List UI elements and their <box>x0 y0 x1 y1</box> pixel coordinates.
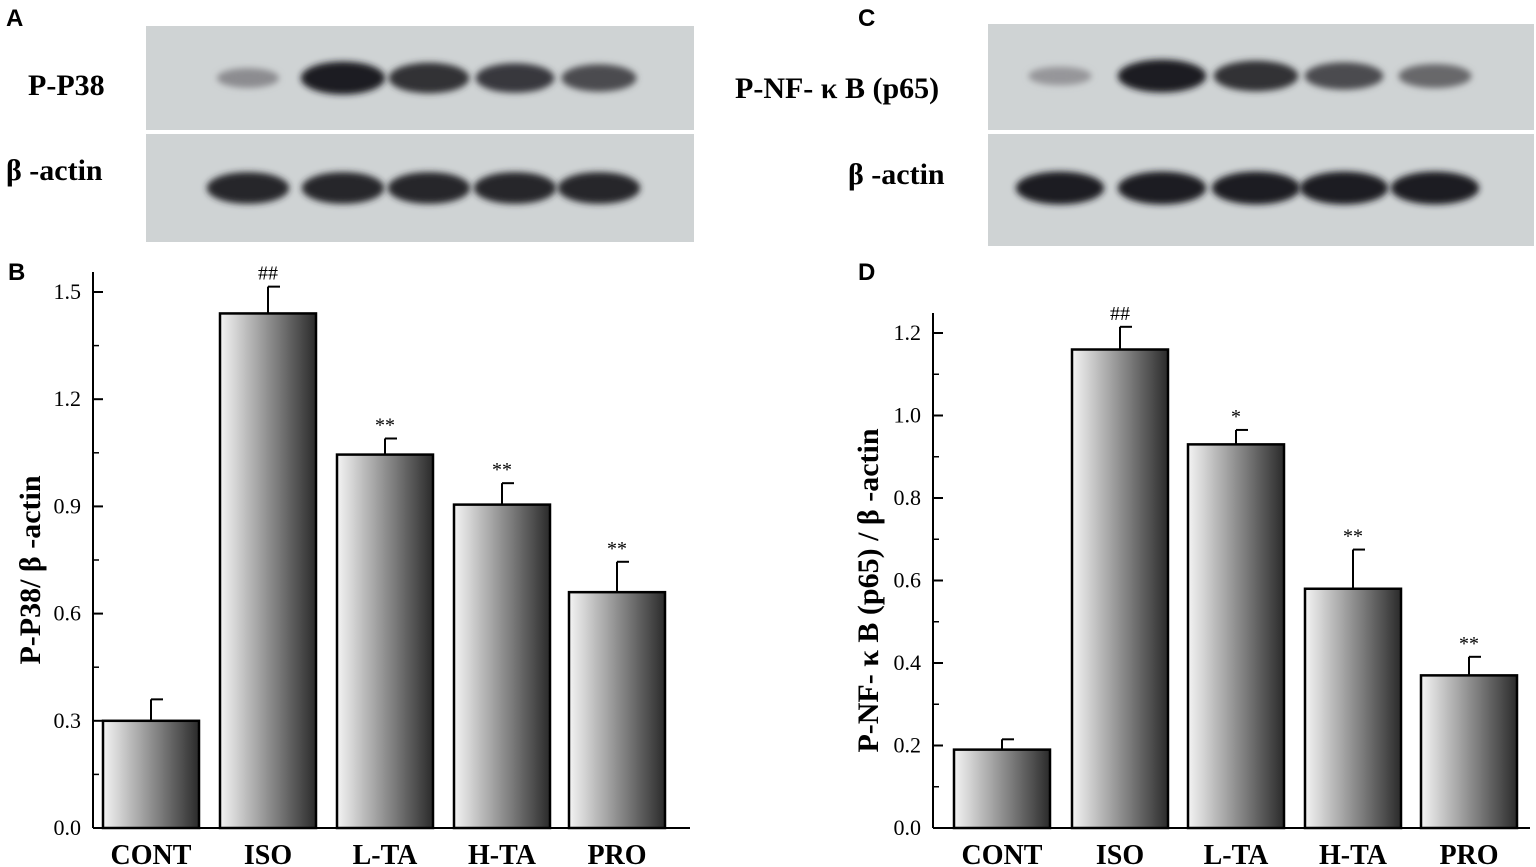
blot-c-target-band <box>1213 60 1299 92</box>
blot-a-target-band <box>300 61 386 95</box>
chart-b-significance-label: ** <box>375 415 395 437</box>
panel-label-a: A <box>6 5 23 32</box>
blot-a-control-band <box>557 172 641 204</box>
chart-b-y-tick-label: 0.6 <box>54 601 82 626</box>
blot-c-target-label: P-NF- κ B (p65) <box>735 72 939 105</box>
blot-a-control-label: β -actin <box>6 154 103 187</box>
chart-b-x-tick-label: ISO <box>244 840 292 867</box>
blot-c-target-band <box>1304 62 1384 90</box>
chart-d-y-axis-label: P-NF- κ B (p65) / β -actin <box>852 428 885 752</box>
blot-a-control-bands <box>206 172 641 204</box>
chart-b-bar <box>452 503 552 830</box>
blot-c-target-bands <box>1028 59 1472 93</box>
chart-d-x-tick-label: ISO <box>1096 840 1144 867</box>
western-blot-c: P-NF- κ B (p65) β -actin <box>735 24 1534 246</box>
chart-d-bar <box>952 748 1052 830</box>
chart-b-y-tick-label: 0.3 <box>54 708 82 733</box>
panel-label-c: C <box>858 5 875 32</box>
blot-c-control-band <box>1015 171 1105 205</box>
bar-chart-d: 0.0 0.2 0.4 0.6 0.8 1.0 1.2 P-NF- κ B (p65) / β… <box>852 303 1530 867</box>
blot-c-target-band <box>1117 59 1207 93</box>
blot-c-control-label: β -actin <box>848 158 945 191</box>
blot-a-target-band <box>388 62 470 94</box>
chart-d-x-tick-label: H-TA <box>1319 840 1388 867</box>
chart-d-bar <box>1303 587 1403 830</box>
chart-d-bar <box>1419 674 1519 830</box>
chart-b-y-tick-label: 0.9 <box>54 493 82 518</box>
chart-b-bar <box>567 590 667 830</box>
chart-b-significance-label: ## <box>258 263 278 285</box>
chart-d-significance-label: ** <box>1343 526 1363 548</box>
chart-d-y-tick-label: 0.2 <box>894 733 922 758</box>
chart-b-x-tick-label: H-TA <box>468 840 537 867</box>
blot-c-target-band <box>1028 66 1092 86</box>
chart-b-bar <box>335 453 435 830</box>
western-blot-a: P-P38 β -actin <box>6 26 694 242</box>
blot-a-target-bands <box>216 61 637 95</box>
chart-b-y-tick-label: 1.5 <box>54 279 82 304</box>
chart-d-y-tick-label: 0.8 <box>894 485 922 510</box>
blot-c-control-band <box>1299 171 1389 205</box>
blot-a-control-band <box>473 172 557 204</box>
chart-b-x-tick-label: PRO <box>587 840 646 867</box>
blot-a-target-label: P-P38 <box>28 69 105 102</box>
chart-d-y-tick-label: 0.4 <box>894 650 922 675</box>
chart-d-significance-label: ## <box>1110 303 1130 325</box>
chart-b-y-tick-label: 1.2 <box>54 386 82 411</box>
chart-d-bar <box>1070 348 1170 830</box>
chart-d-y-tick-label: 0.6 <box>894 568 922 593</box>
panel-label-b: B <box>8 259 25 286</box>
blot-c-control-band <box>1390 171 1480 205</box>
chart-b-y-tick-label: 0.0 <box>54 815 82 840</box>
chart-b-bar <box>218 312 318 830</box>
blot-c-control-band <box>1211 171 1301 205</box>
chart-d-x-tick-label: CONT <box>962 840 1043 867</box>
chart-b-y-axis-label: P-P38/ β -actin <box>14 475 47 664</box>
chart-b-x-tick-label: L-TA <box>353 840 419 867</box>
blot-a-target-band <box>216 68 280 88</box>
chart-d-y-tick-label: 0.0 <box>894 815 922 840</box>
chart-d-x-tick-label: L-TA <box>1204 840 1270 867</box>
chart-b-x-tick-label: CONT <box>111 840 192 867</box>
chart-d-x-tick-label: PRO <box>1439 840 1498 867</box>
bar-chart-b: 0.0 0.3 0.6 0.9 1.2 1.5 P-P38/ β -actin CONT ## I… <box>14 263 690 867</box>
chart-d-bar <box>1186 443 1286 830</box>
chart-d-significance-label: * <box>1231 406 1241 428</box>
blot-a-control-band <box>387 172 471 204</box>
panel-label-d: D <box>858 259 875 286</box>
chart-d-y-tick-label: 1.0 <box>894 403 922 428</box>
chart-d-y-tick-label: 1.2 <box>894 320 922 345</box>
blot-a-target-band <box>561 64 637 92</box>
blot-a-target-band <box>475 63 555 93</box>
blot-a-control-band <box>206 172 290 204</box>
chart-b-bar <box>101 719 201 830</box>
blot-a-control-band <box>301 172 385 204</box>
chart-b-significance-label: ** <box>492 459 512 481</box>
chart-b-significance-label: ** <box>607 538 627 560</box>
blot-c-control-bands <box>1015 171 1480 205</box>
blot-c-control-band <box>1117 171 1207 205</box>
blot-c-target-band <box>1398 63 1472 89</box>
chart-d-significance-label: ** <box>1459 633 1479 655</box>
